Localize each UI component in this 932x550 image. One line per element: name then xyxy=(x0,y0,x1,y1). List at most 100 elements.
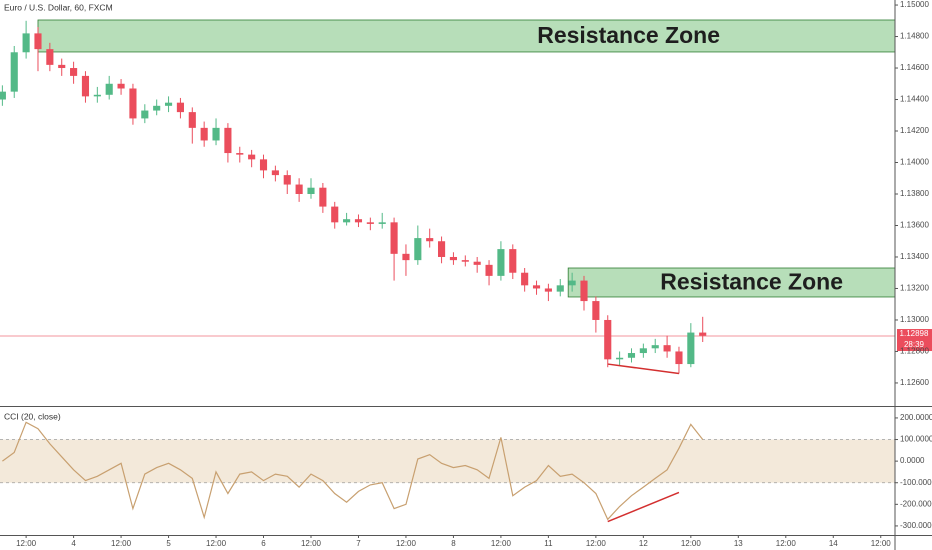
candle-body xyxy=(331,206,339,223)
y-tick-label: -200.0000 xyxy=(900,499,932,508)
candle-body xyxy=(10,52,18,92)
x-tick-label: 13 xyxy=(734,539,743,548)
candle-body xyxy=(592,301,600,320)
x-tick-label: 11 xyxy=(544,539,553,548)
x-tick-label: 12:00 xyxy=(871,539,892,548)
x-tick-label: 12:00 xyxy=(681,539,702,548)
candle-body xyxy=(295,184,303,194)
candle-body xyxy=(319,187,327,207)
candle-body xyxy=(699,332,707,336)
candle-body xyxy=(426,238,434,242)
x-tick-label: 5 xyxy=(166,539,171,548)
candle-body xyxy=(141,110,149,119)
candle-body xyxy=(46,49,54,65)
y-tick-label: 1.12800 xyxy=(900,347,929,356)
candle-body xyxy=(129,88,137,119)
candle-body xyxy=(497,249,505,276)
y-tick-label: 1.14200 xyxy=(900,126,929,135)
y-tick-label: 1.13600 xyxy=(900,221,929,230)
candle-body xyxy=(521,272,529,286)
candle-body xyxy=(651,345,659,349)
zone-label: Resistance Zone xyxy=(660,269,843,295)
last-price-box xyxy=(897,329,932,352)
y-tick-label: 1.12600 xyxy=(900,378,929,387)
candle-body xyxy=(509,249,517,273)
x-tick-label: 6 xyxy=(261,539,266,548)
y-tick-label: 200.0000 xyxy=(900,413,932,422)
candle-body xyxy=(687,332,695,365)
chart-title: Euro / U.S. Dollar, 60, FXCM xyxy=(4,2,113,12)
candle-body xyxy=(248,154,256,160)
y-tick-label: -300.0000 xyxy=(900,521,932,530)
resistance-zone xyxy=(567,267,896,298)
countdown-label: 28:39 xyxy=(904,340,925,349)
y-tick-label: 1.14400 xyxy=(900,95,929,104)
candle-body xyxy=(675,351,683,365)
x-tick-label: 12:00 xyxy=(301,539,322,548)
candle-body xyxy=(271,170,279,176)
candle-body xyxy=(556,285,564,292)
x-tick-label: 14 xyxy=(829,539,838,548)
candle-body xyxy=(0,91,6,100)
x-tick-label: 12:00 xyxy=(111,539,132,548)
divergence-line xyxy=(607,363,680,375)
candle-body xyxy=(307,187,315,194)
candle-body xyxy=(532,285,541,289)
candle-body xyxy=(34,33,42,50)
y-tick-label: 1.13800 xyxy=(900,189,929,198)
candle-body xyxy=(236,153,244,155)
candle-body xyxy=(188,112,196,128)
candle-body xyxy=(200,127,208,141)
y-tick-label: 1.15000 xyxy=(900,0,929,9)
candle-body xyxy=(402,253,410,261)
zone-label: Resistance Zone xyxy=(537,22,720,48)
candle-body xyxy=(449,256,457,261)
y-tick-label: -100.0000 xyxy=(900,478,932,487)
candle-body xyxy=(438,241,446,257)
x-tick-label: 12:00 xyxy=(776,539,797,548)
cci-line xyxy=(2,421,704,521)
candle-body xyxy=(164,102,173,106)
x-tick-label: 8 xyxy=(451,539,456,548)
candle-body xyxy=(93,94,101,97)
candle-body xyxy=(485,264,493,276)
y-tick-label: 100.0000 xyxy=(900,435,932,444)
candle-body xyxy=(663,345,671,352)
x-tick-label: 12:00 xyxy=(491,539,512,548)
candle-body xyxy=(22,33,30,53)
x-tick-label: 4 xyxy=(71,539,76,548)
candle-body xyxy=(378,222,386,224)
y-tick-label: 1.13200 xyxy=(900,284,929,293)
x-tick-label: 12:00 xyxy=(16,539,37,548)
x-tick-label: 12:00 xyxy=(586,539,607,548)
candle-body xyxy=(414,238,422,261)
y-tick-label: 1.13000 xyxy=(900,315,929,324)
y-tick-label: 1.13400 xyxy=(900,252,929,261)
y-tick-label: 1.14800 xyxy=(900,32,929,41)
candle-body xyxy=(224,127,232,154)
divergence-line xyxy=(607,491,680,523)
y-tick-label: 1.14000 xyxy=(900,158,929,167)
cci-band xyxy=(0,439,895,483)
candle-body xyxy=(343,219,351,223)
resistance-zone xyxy=(37,19,896,53)
candle-body xyxy=(259,159,268,171)
candle-body xyxy=(153,105,161,111)
candle-body xyxy=(580,280,588,302)
candle-body xyxy=(283,175,291,185)
candle-body xyxy=(70,68,78,76)
candle-body xyxy=(639,348,647,354)
candle-body xyxy=(568,280,576,286)
candle-body xyxy=(176,102,184,113)
last-price-label: 1.12898 xyxy=(900,329,929,338)
candle-body xyxy=(81,75,90,97)
candle-body xyxy=(390,222,398,254)
x-tick-label: 12:00 xyxy=(206,539,227,548)
candle-body xyxy=(117,83,125,89)
indicator-title: CCI (20, close) xyxy=(4,411,61,421)
y-tick-label: 0.0000 xyxy=(900,456,925,465)
candle-body xyxy=(616,357,624,360)
x-tick-label: 7 xyxy=(356,539,361,548)
candle-body xyxy=(366,222,374,224)
